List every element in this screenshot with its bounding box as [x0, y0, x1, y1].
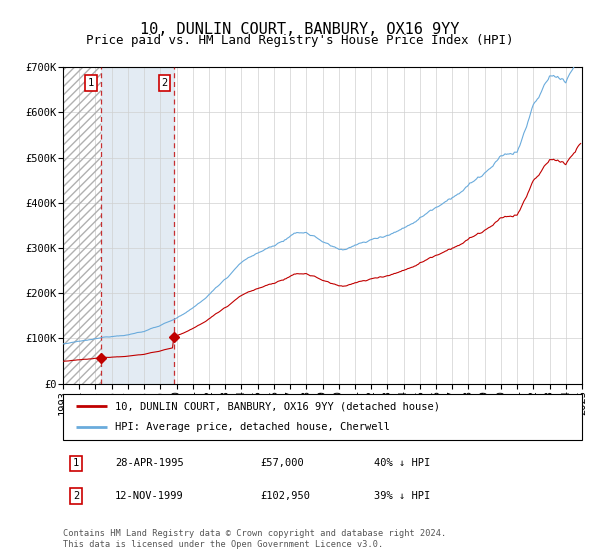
Text: Contains HM Land Registry data © Crown copyright and database right 2024.
This d: Contains HM Land Registry data © Crown c… — [63, 529, 446, 549]
Bar — [101, 67, 175, 384]
Text: 10, DUNLIN COURT, BANBURY, OX16 9YY (detached house): 10, DUNLIN COURT, BANBURY, OX16 9YY (det… — [115, 401, 440, 411]
Text: Price paid vs. HM Land Registry's House Price Index (HPI): Price paid vs. HM Land Registry's House … — [86, 34, 514, 47]
Text: 1: 1 — [88, 78, 94, 88]
Text: 1: 1 — [73, 459, 79, 469]
Text: 2: 2 — [161, 78, 168, 88]
Text: £57,000: £57,000 — [260, 459, 304, 469]
Text: 2: 2 — [73, 491, 79, 501]
Text: HPI: Average price, detached house, Cherwell: HPI: Average price, detached house, Cher… — [115, 422, 390, 432]
Bar — [63, 67, 101, 384]
Text: 40% ↓ HPI: 40% ↓ HPI — [374, 459, 431, 469]
Text: 12-NOV-1999: 12-NOV-1999 — [115, 491, 184, 501]
Text: 39% ↓ HPI: 39% ↓ HPI — [374, 491, 431, 501]
Text: 10, DUNLIN COURT, BANBURY, OX16 9YY: 10, DUNLIN COURT, BANBURY, OX16 9YY — [140, 22, 460, 36]
Text: £102,950: £102,950 — [260, 491, 310, 501]
Bar — [63, 67, 101, 384]
Text: 28-APR-1995: 28-APR-1995 — [115, 459, 184, 469]
